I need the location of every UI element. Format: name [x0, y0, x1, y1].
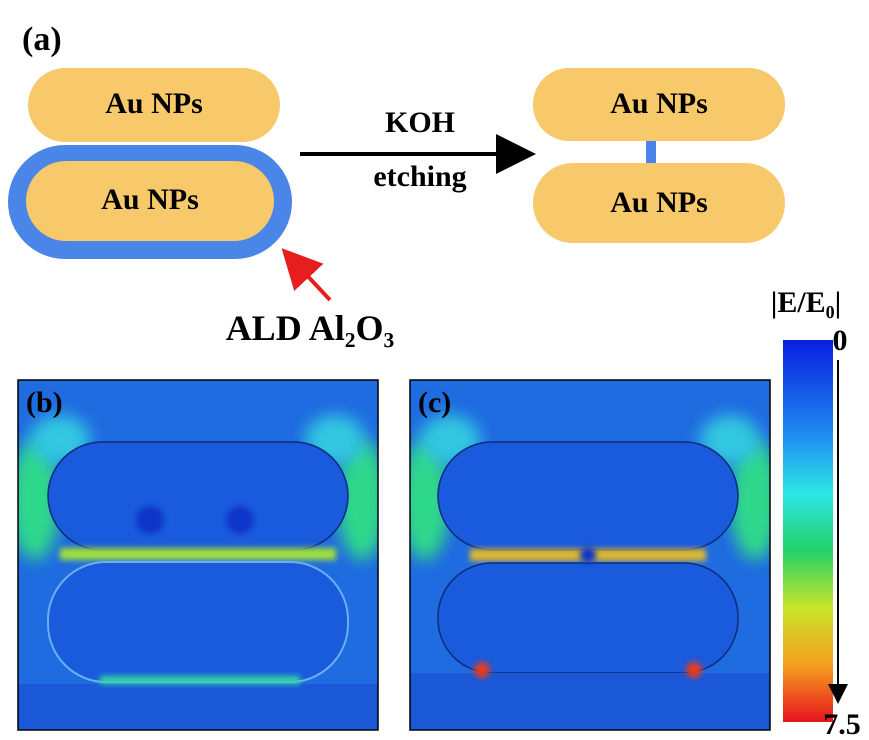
field-map: [10, 380, 387, 730]
pointer-arrow: [287, 254, 330, 300]
process-step: etching: [373, 160, 466, 193]
particle-label: Au NPs: [101, 183, 199, 216]
bridge: [646, 141, 656, 163]
colorbar: [783, 340, 833, 722]
panel-label: (a): [22, 21, 62, 58]
particle-label: Au NPs: [610, 87, 708, 120]
particle-label: Au NPs: [105, 87, 203, 120]
figure: (a) Au NPs Au NPs KOH etching Au NPs Au …: [0, 0, 869, 740]
panel-label: (c): [418, 386, 451, 419]
particle-label: Au NPs: [610, 186, 708, 219]
colorbar-min: 0: [833, 324, 848, 357]
colorbar-max: 7.5: [823, 708, 861, 740]
panel-label: (b): [26, 386, 63, 419]
coating-label: ALD Al₂O₃: [226, 308, 395, 348]
field-map: [400, 380, 780, 730]
colorbar-title: |E/E₀|: [771, 286, 842, 319]
reagent: KOH: [385, 106, 455, 139]
